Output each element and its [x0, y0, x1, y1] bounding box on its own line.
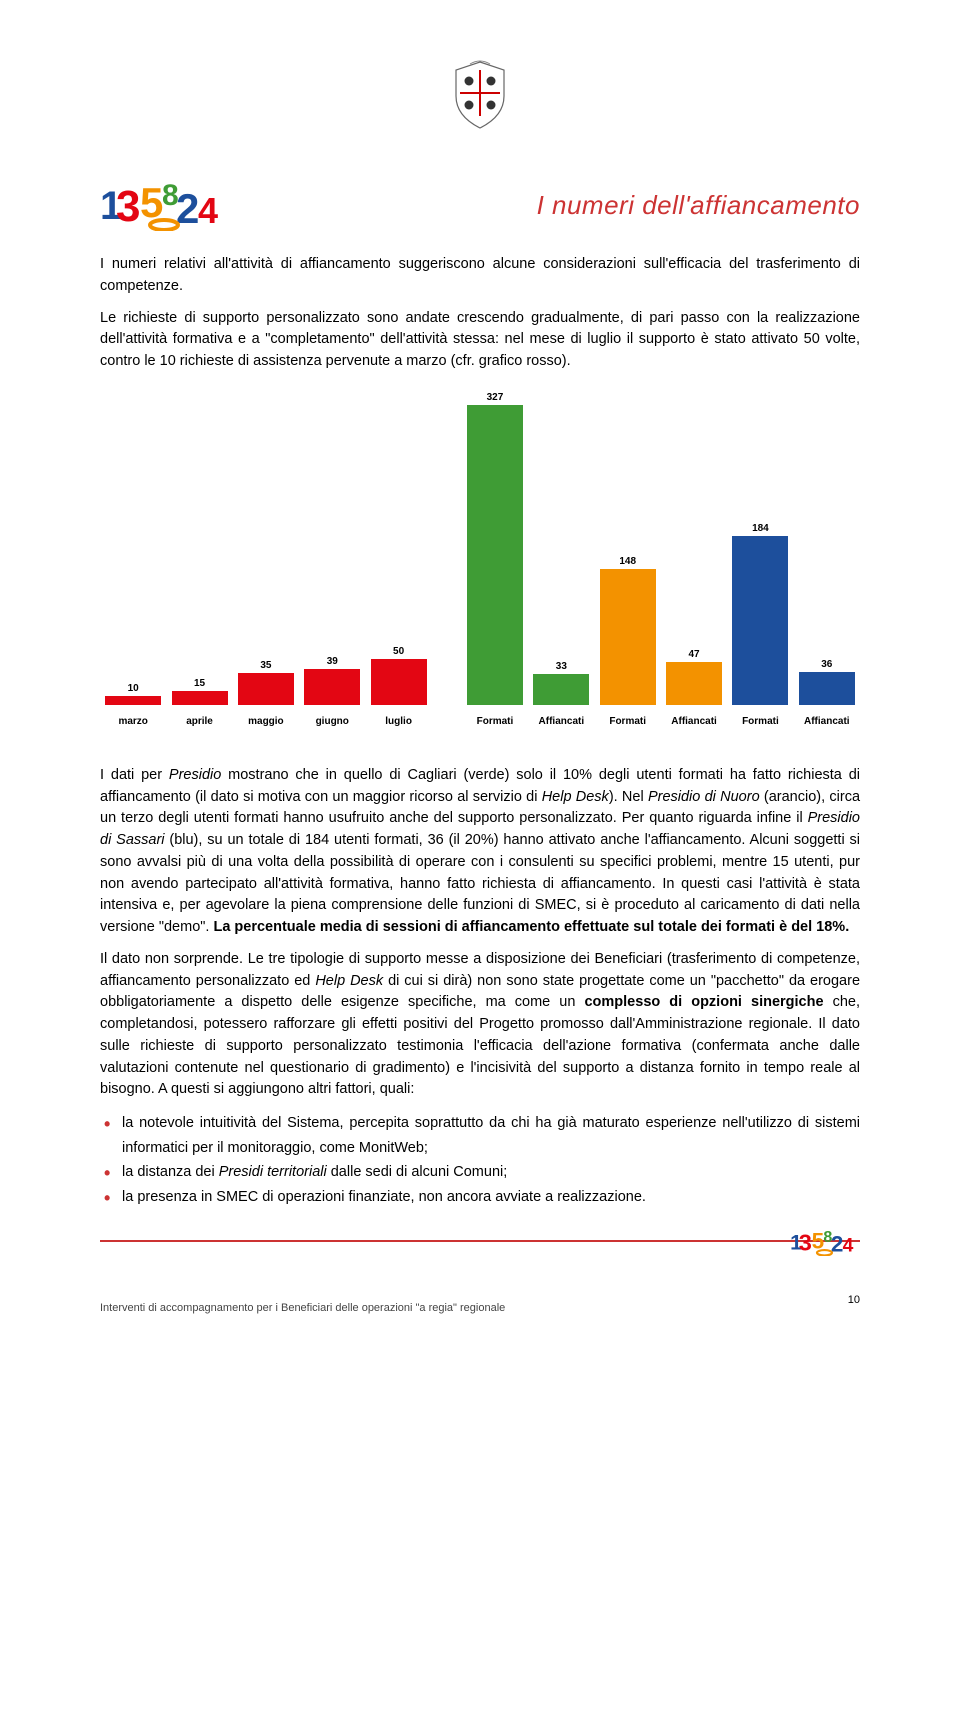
bullet-1: la notevole intuitività del Sistema, per… [122, 1111, 860, 1160]
bar-chart: 10marzo15aprile35maggio39giugno50luglio 3… [100, 395, 860, 735]
bar-giugno: 39giugno [299, 656, 365, 705]
bar-Affiancati: 47Affiancati [661, 649, 727, 705]
svg-text:3: 3 [116, 182, 140, 231]
page-number: 10 [848, 1294, 860, 1306]
svg-text:4: 4 [843, 1235, 854, 1255]
bullet-list: la notevole intuitività del Sistema, per… [100, 1111, 860, 1210]
bar-Formati: 184Formati [727, 523, 793, 705]
bar-luglio: 50luglio [365, 646, 431, 705]
title-prefix: I [537, 190, 552, 220]
sardinia-crest [100, 60, 860, 135]
footer-divider: 1 3 5 8 2 4 [100, 1240, 860, 1242]
bar-Formati: 148Formati [595, 556, 661, 705]
bullet-2: la distanza dei Presidi territoriali dal… [122, 1160, 860, 1185]
bar-maggio: 35maggio [233, 660, 299, 705]
numeri-logo: 1 3 5 8 2 4 [100, 175, 230, 236]
svg-text:4: 4 [198, 190, 218, 231]
intro-paragraph: I numeri relativi all'attività di affian… [100, 254, 860, 298]
svg-text:3: 3 [799, 1229, 812, 1255]
footer-text: Interventi di accompagnamento per i Bene… [100, 1302, 860, 1314]
bar-aprile: 15aprile [166, 678, 232, 705]
bullet-3: la presenza in SMEC di operazioni finanz… [122, 1185, 860, 1210]
page-title: I numeri dell'affiancamento [537, 190, 860, 221]
title-suffix: dell'affiancamento [635, 190, 861, 220]
bar-Affiancati: 36Affiancati [794, 659, 860, 705]
bar-Formati: 327Formati [462, 392, 528, 705]
bar-marzo: 10marzo [100, 683, 166, 705]
title-italic: numeri [552, 190, 634, 220]
footer-logo: 1 3 5 8 2 4 [790, 1226, 860, 1261]
para1: Le richieste di supporto personalizzato … [100, 308, 860, 373]
para3: Il dato non sorprende. Le tre tipologie … [100, 949, 860, 1101]
bar-Affiancati: 33Affiancati [528, 661, 594, 704]
para2: I dati per Presidio mostrano che in quel… [100, 765, 860, 939]
